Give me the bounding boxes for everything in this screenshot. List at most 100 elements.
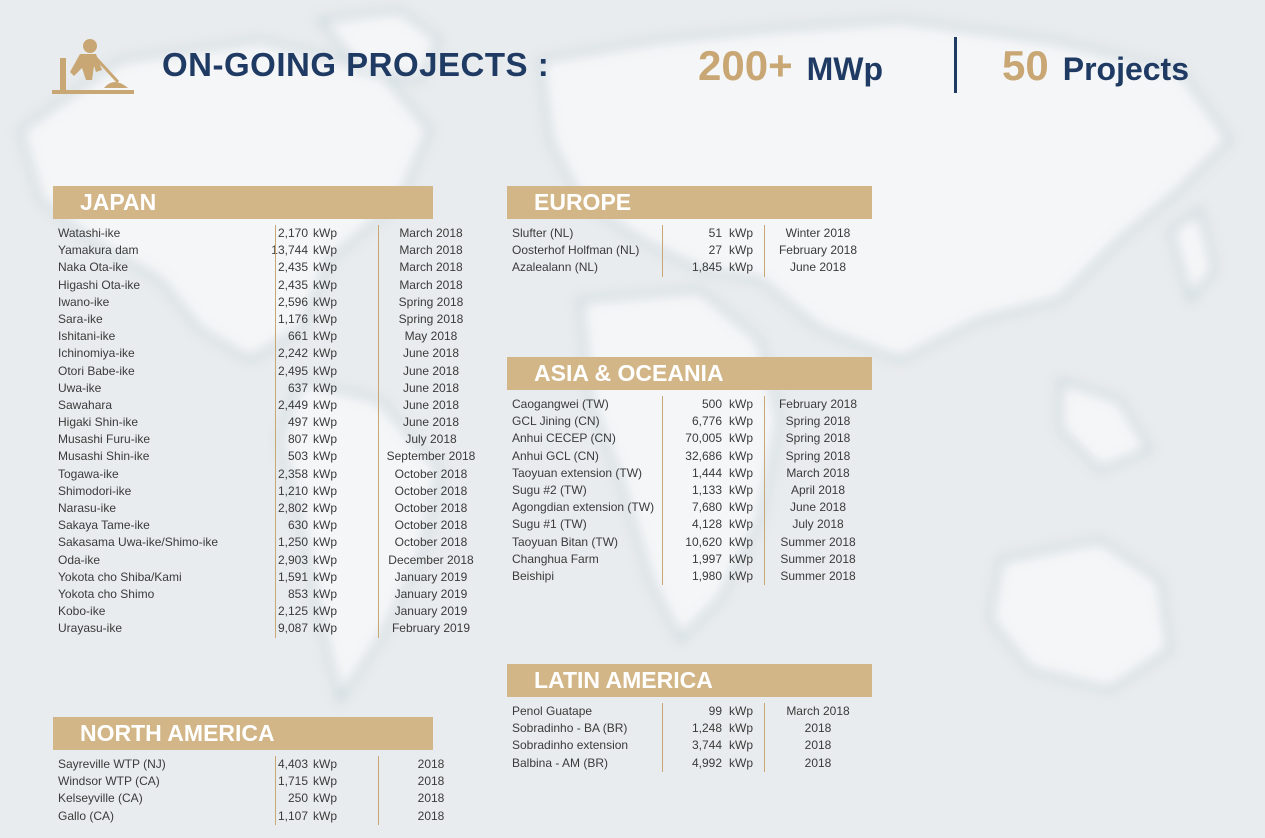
- capacity-unit: kWp: [313, 432, 337, 447]
- project-date: 2018: [417, 757, 445, 771]
- project-date: Spring 2018: [785, 448, 851, 463]
- project-date: March 2018: [399, 260, 463, 275]
- project-name: Yokota cho Shimo: [58, 586, 155, 601]
- project-capacity: 2,242: [277, 346, 308, 361]
- project-name: Yokota cho Shiba/Kami: [58, 569, 182, 584]
- capacity-unit: kWp: [313, 604, 337, 619]
- project-capacity: 637: [287, 380, 308, 395]
- project-name: Higaki Shin-ike: [58, 415, 139, 430]
- project-capacity: 2,903: [277, 552, 308, 567]
- section-latin-america: LATIN AMERICA Penol Guatape 99 kWp March 20…: [507, 664, 872, 772]
- capacity-unit: kWp: [313, 397, 337, 412]
- capacity-unit: kWp: [729, 431, 753, 446]
- project-date: February 2019: [391, 621, 471, 636]
- project-date: December 2018: [388, 552, 474, 567]
- table-row: Oosterhof Holfman (NL) 27 kWp February 2018: [507, 242, 872, 259]
- table-row: GCL Jining (CN) 6,776 kWp Spring 2018: [507, 413, 872, 430]
- project-capacity: 1,133: [691, 482, 722, 497]
- table-row: Sawahara 2,449 kWp June 2018: [53, 397, 459, 414]
- section-title: NORTH AMERICA: [53, 717, 433, 750]
- table-row: Ichinomiya-ike 2,242 kWp June 2018: [53, 345, 459, 362]
- table-row: Windsor WTP (CA) 1,715 kWp 2018: [53, 773, 444, 790]
- project-date: September 2018: [386, 449, 476, 464]
- table-row: Slufter (NL) 51 kWp Winter 2018: [507, 225, 872, 242]
- project-capacity: 1,107: [277, 808, 308, 823]
- project-date: 2018: [804, 721, 832, 736]
- capacity-unit: kWp: [729, 517, 753, 532]
- project-list: Penol Guatape 99 kWp March 2018 Sobradinho -…: [507, 703, 872, 772]
- project-date: October 2018: [394, 501, 468, 515]
- table-row: Musashi Furu-ike 807 kWp July 2018: [53, 431, 457, 448]
- table-row: Sakaya Tame-ike 630 kWp October 2018: [53, 517, 467, 534]
- project-capacity: 2,596: [277, 294, 308, 309]
- project-name: Taoyuan extension (TW): [512, 465, 643, 480]
- project-capacity: 1,845: [691, 260, 722, 275]
- project-capacity: 1,591: [277, 569, 308, 584]
- project-name: Sobradinho extension: [512, 738, 629, 753]
- table-row: Oda-ike 2,903 kWp December 2018: [53, 552, 474, 569]
- table-row: Taoyuan extension (TW) 1,444 kWp March 2018: [507, 465, 872, 482]
- capacity-unit: kWp: [313, 329, 337, 344]
- project-capacity: 32,686: [685, 448, 722, 463]
- project-date: 2018: [417, 791, 445, 806]
- capacity-unit: kWp: [729, 704, 753, 718]
- project-capacity: 2,449: [277, 397, 308, 412]
- project-name: Otori Babe-ike: [58, 363, 135, 378]
- project-date: January 2019: [394, 586, 468, 601]
- table-row: Sugu #1 (TW) 4,128 kWp July 2018: [507, 516, 872, 533]
- project-date: January 2019: [394, 569, 468, 584]
- table-row: Sobradinho extension 3,744 kWp 2018: [507, 737, 872, 754]
- project-date: October 2018: [394, 483, 468, 498]
- column-divider: [275, 756, 276, 825]
- capacity-unit: kWp: [729, 397, 753, 411]
- project-name: Penol Guatape: [512, 704, 593, 718]
- table-row: Uwa-ike 637 kWp June 2018: [53, 380, 459, 397]
- column-divider: [275, 225, 276, 638]
- project-date: May 2018: [404, 329, 458, 344]
- capacity-unit: kWp: [313, 483, 337, 498]
- table-row: Sakasama Uwa-ike/Shimo-ike 1,250 kWp Octobe…: [53, 534, 467, 551]
- capacity-unit: kWp: [729, 721, 753, 736]
- project-list: Caogangwei (TW) 500 kWp February 2018 GCL Ji…: [507, 396, 872, 586]
- project-list: Watashi-ike 2,170 kWp March 2018 Yamakura da…: [53, 225, 475, 638]
- project-date: February 2018: [778, 243, 858, 258]
- table-row: Changhua Farm 1,997 kWp Summer 2018: [507, 551, 872, 568]
- capacity-unit: kWp: [729, 465, 753, 480]
- project-capacity: 6,776: [691, 414, 722, 429]
- project-name: Musashi Shin-ike: [58, 449, 150, 464]
- project-name: Anhui CECEP (CN): [512, 431, 616, 446]
- project-capacity: 1,176: [277, 311, 308, 326]
- project-capacity: 4,992: [691, 755, 722, 770]
- project-name: Oosterhof Holfman (NL): [512, 243, 640, 258]
- project-count-stat: 50 Projects: [1002, 42, 1189, 90]
- project-capacity: 1,248: [691, 721, 722, 736]
- project-capacity: 2,495: [277, 363, 308, 378]
- project-name: Sakaya Tame-ike: [58, 518, 150, 533]
- project-name: Gallo (CA): [58, 808, 115, 823]
- capacity-unit: kWp: [313, 552, 337, 567]
- page-title: ON-GOING PROJECTS :: [162, 46, 550, 83]
- table-row: Yokota cho Shimo 853 kWp January 2019: [53, 586, 467, 603]
- project-capacity: 1,444: [691, 465, 722, 480]
- project-name: Sayreville WTP (NJ): [58, 757, 166, 771]
- section-title: ASIA & OCEANIA: [507, 357, 872, 390]
- capacity-unit: kWp: [729, 482, 753, 497]
- project-capacity: 2,358: [277, 466, 308, 481]
- project-capacity: 2,170: [277, 226, 308, 240]
- project-date: Summer 2018: [780, 551, 856, 566]
- project-capacity: 2,435: [277, 277, 308, 292]
- capacity-unit: kWp: [313, 260, 337, 275]
- project-name: Sawahara: [58, 397, 113, 412]
- project-date: June 2018: [402, 397, 460, 412]
- table-row: Yamakura dam 13,744 kWp March 2018: [53, 242, 463, 259]
- project-date: Spring 2018: [785, 431, 851, 446]
- capacity-unit: kWp: [313, 449, 337, 464]
- column-divider: [378, 225, 379, 638]
- project-date: 2018: [417, 808, 445, 823]
- capacity-unit: kWp: [313, 518, 337, 533]
- table-row: Musashi Shin-ike 503 kWp September 2018: [53, 448, 475, 465]
- project-capacity: 4,403: [277, 757, 308, 771]
- project-date: June 2018: [402, 380, 460, 395]
- project-capacity: 807: [287, 432, 308, 447]
- section-title: LATIN AMERICA: [507, 664, 872, 697]
